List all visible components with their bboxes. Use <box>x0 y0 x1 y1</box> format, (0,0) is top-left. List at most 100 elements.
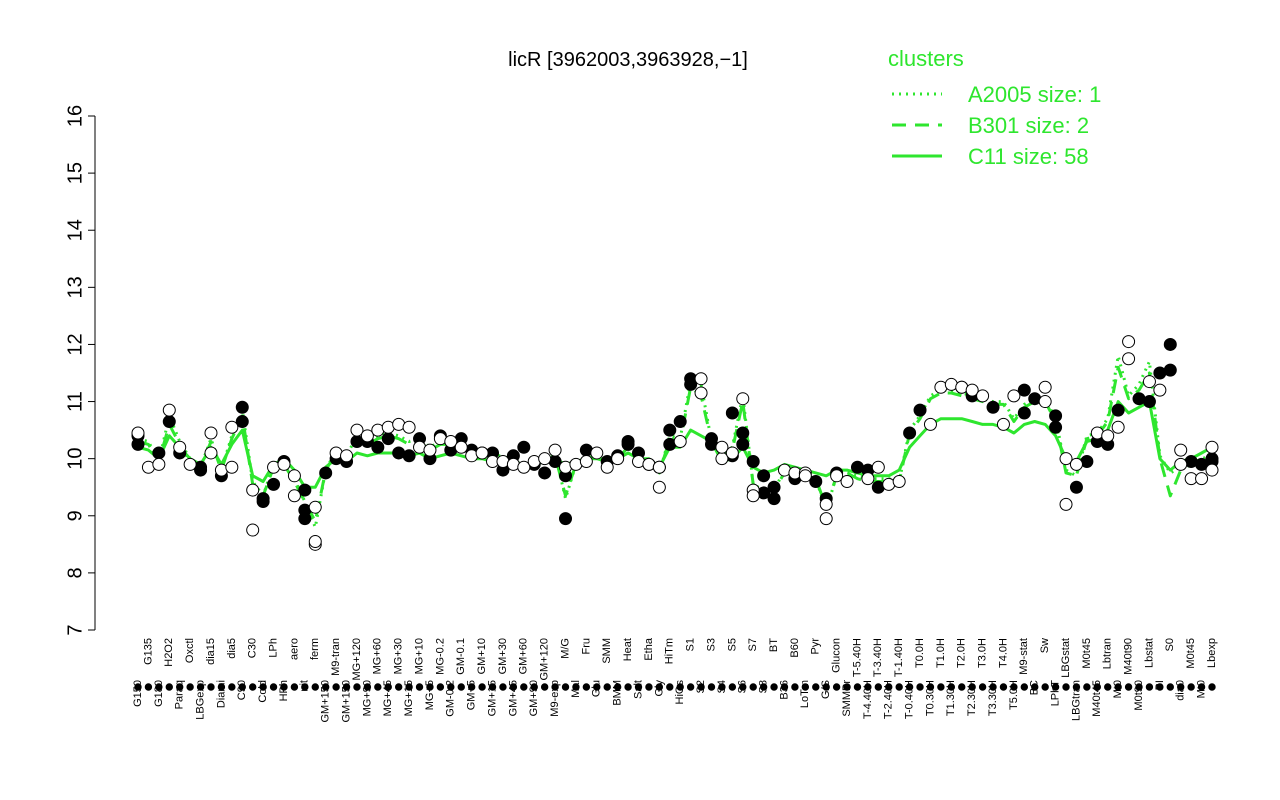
x-tick-marker-64 <box>801 683 810 691</box>
y-tick-label-3: 10 <box>64 448 86 470</box>
x-tick-marker-55 <box>707 683 716 691</box>
x-tick-marker-4 <box>176 683 184 691</box>
x-tick-marker-102 <box>1197 683 1206 691</box>
point-filled-6 <box>194 463 208 477</box>
x-tick-label-25: MG+30 <box>393 638 405 674</box>
point-hollow-0 <box>131 426 145 440</box>
x-tick-marker-83 <box>999 683 1008 691</box>
x-tick-label-3: H2O2 <box>163 638 175 667</box>
x-tick-label-45: SMM <box>601 638 613 664</box>
x-tick-marker-76 <box>926 683 935 691</box>
x-tick-marker-59 <box>749 683 757 691</box>
y-tick-label-7: 14 <box>64 219 86 241</box>
point-hollow-31 <box>444 435 458 449</box>
x-tick-marker-49 <box>645 683 653 691</box>
x-tick-label-97: Lbstat <box>1143 638 1155 668</box>
x-tick-marker-70 <box>864 683 872 691</box>
point-hollow-69 <box>840 475 854 489</box>
x-tick-marker-50 <box>655 683 664 691</box>
x-tick-marker-84 <box>1010 683 1018 691</box>
point-hollow-41 <box>548 443 562 457</box>
point-filled-78 <box>1017 406 1031 420</box>
x-tick-marker-47 <box>624 683 632 691</box>
x-tick-marker-66 <box>822 683 830 691</box>
point-layer <box>131 335 1219 551</box>
x-tick-marker-95 <box>1124 683 1133 691</box>
x-tick-marker-52 <box>676 683 684 691</box>
point-filled-72 <box>903 426 917 440</box>
point-filled-56 <box>725 406 739 420</box>
point-hollow-46 <box>600 460 614 474</box>
point-hollow-85 <box>1059 497 1073 511</box>
x-tick-marker-7 <box>207 683 215 691</box>
point-hollow-66 <box>819 497 833 511</box>
x-tick-marker-43 <box>582 683 591 691</box>
x-tick-label-63: B60 <box>789 638 801 658</box>
x-tick-label-70: T-4.40H <box>862 680 874 719</box>
x-tick-label-11: C30 <box>247 638 259 658</box>
legend-label-1: B301 size: 2 <box>968 113 1089 138</box>
point-filled-66 <box>809 475 823 489</box>
x-tick-marker-33 <box>478 683 486 691</box>
x-tick-marker-99 <box>1166 683 1174 691</box>
x-tick-label-31: GM-0.1 <box>455 638 467 675</box>
x-tick-label-35: GM+30 <box>497 638 509 674</box>
x-tick-marker-100 <box>1177 683 1185 691</box>
x-tick-label-19: M9-tran <box>330 638 342 676</box>
x-tick-label-72: T-2.40H <box>883 680 895 719</box>
x-tick-label-39: GM+120 <box>539 638 551 681</box>
point-hollow-6 <box>204 426 218 440</box>
x-tick-marker-17 <box>311 683 319 691</box>
x-tick-marker-54 <box>697 683 705 691</box>
x-tick-label-87: Sw <box>1039 638 1051 653</box>
point-hollow-90 <box>1122 335 1136 349</box>
x-tick-label-90: LBGtran <box>1070 680 1082 721</box>
point-filled-63 <box>767 480 781 494</box>
x-tick-label-14: HPh <box>278 680 290 701</box>
x-tick-label-49: Etha <box>643 637 655 661</box>
point-hollow-67 <box>819 512 833 526</box>
x-tick-marker-14 <box>280 683 288 691</box>
x-tick-marker-71 <box>874 683 883 691</box>
point-hollow-98 <box>1205 463 1219 477</box>
x-tick-label-77: T1.0H <box>935 638 947 668</box>
x-tick-marker-94 <box>1114 683 1122 691</box>
x-tick-marker-30 <box>447 683 455 691</box>
x-tick-marker-37 <box>520 683 528 691</box>
x-tick-marker-5 <box>186 683 194 691</box>
x-tick-label-69: T-5.40H <box>851 638 863 677</box>
x-tick-marker-60 <box>759 683 768 691</box>
x-tick-marker-69 <box>853 683 862 691</box>
x-tick-marker-46 <box>613 683 622 691</box>
legend-label-0: A2005 size: 1 <box>968 82 1101 107</box>
point-hollow-81 <box>1007 389 1021 403</box>
point-hollow-45 <box>590 446 604 460</box>
x-tick-label-65: Pyr <box>810 638 822 655</box>
point-filled-22 <box>371 440 385 454</box>
point-filled-11 <box>256 492 270 506</box>
x-tick-marker-19 <box>332 683 340 691</box>
point-hollow-68 <box>830 469 844 483</box>
x-tick-label-101: M0t45 <box>1185 638 1197 669</box>
x-tick-label-57: S5 <box>726 638 738 651</box>
x-tick-marker-53 <box>686 683 695 691</box>
point-hollow-94 <box>1174 443 1188 457</box>
legend: clusters A2005 size: 1 B301 size: 2 C11 si… <box>888 46 1101 169</box>
x-tick-marker-63 <box>791 683 799 691</box>
point-hollow-70 <box>861 472 875 486</box>
point-hollow-54 <box>694 372 708 386</box>
x-tick-marker-20 <box>342 683 351 691</box>
x-tick-label-27: MG+10 <box>413 638 425 674</box>
y-tick-label-1: 8 <box>64 567 86 578</box>
point-hollow-89 <box>1111 420 1125 434</box>
x-tick-marker-23 <box>374 683 382 691</box>
x-tick-marker-56 <box>718 683 726 691</box>
x-tick-label-67: Glucon <box>831 638 843 673</box>
point-hollow-97 <box>1195 472 1209 486</box>
x-tick-marker-97 <box>1145 683 1154 691</box>
x-tick-marker-85 <box>1020 683 1029 691</box>
x-tick-label-75: T0.0H <box>914 638 926 668</box>
point-filled-80 <box>1049 409 1063 423</box>
y-tick-label-5: 12 <box>64 333 86 355</box>
x-tick-marker-21 <box>353 683 361 691</box>
